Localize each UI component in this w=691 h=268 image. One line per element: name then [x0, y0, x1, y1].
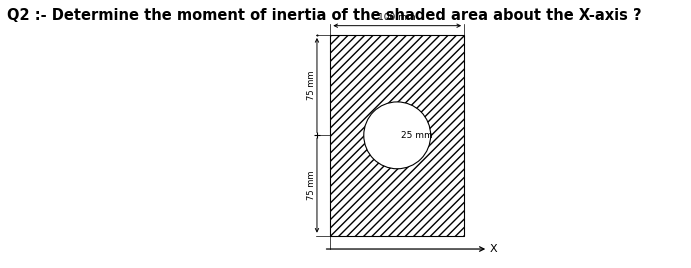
Text: 75 mm: 75 mm	[307, 171, 316, 200]
Text: 25 mm: 25 mm	[401, 131, 433, 140]
Text: 100 mm: 100 mm	[379, 13, 416, 22]
Bar	[330, 35, 464, 236]
Text: Q2 :- Determine the moment of inertia of the shaded area about the X-axis ?: Q2 :- Determine the moment of inertia of…	[7, 8, 641, 23]
Circle shape	[363, 102, 430, 169]
Text: X: X	[489, 244, 497, 254]
Text: 75 mm: 75 mm	[307, 70, 316, 100]
